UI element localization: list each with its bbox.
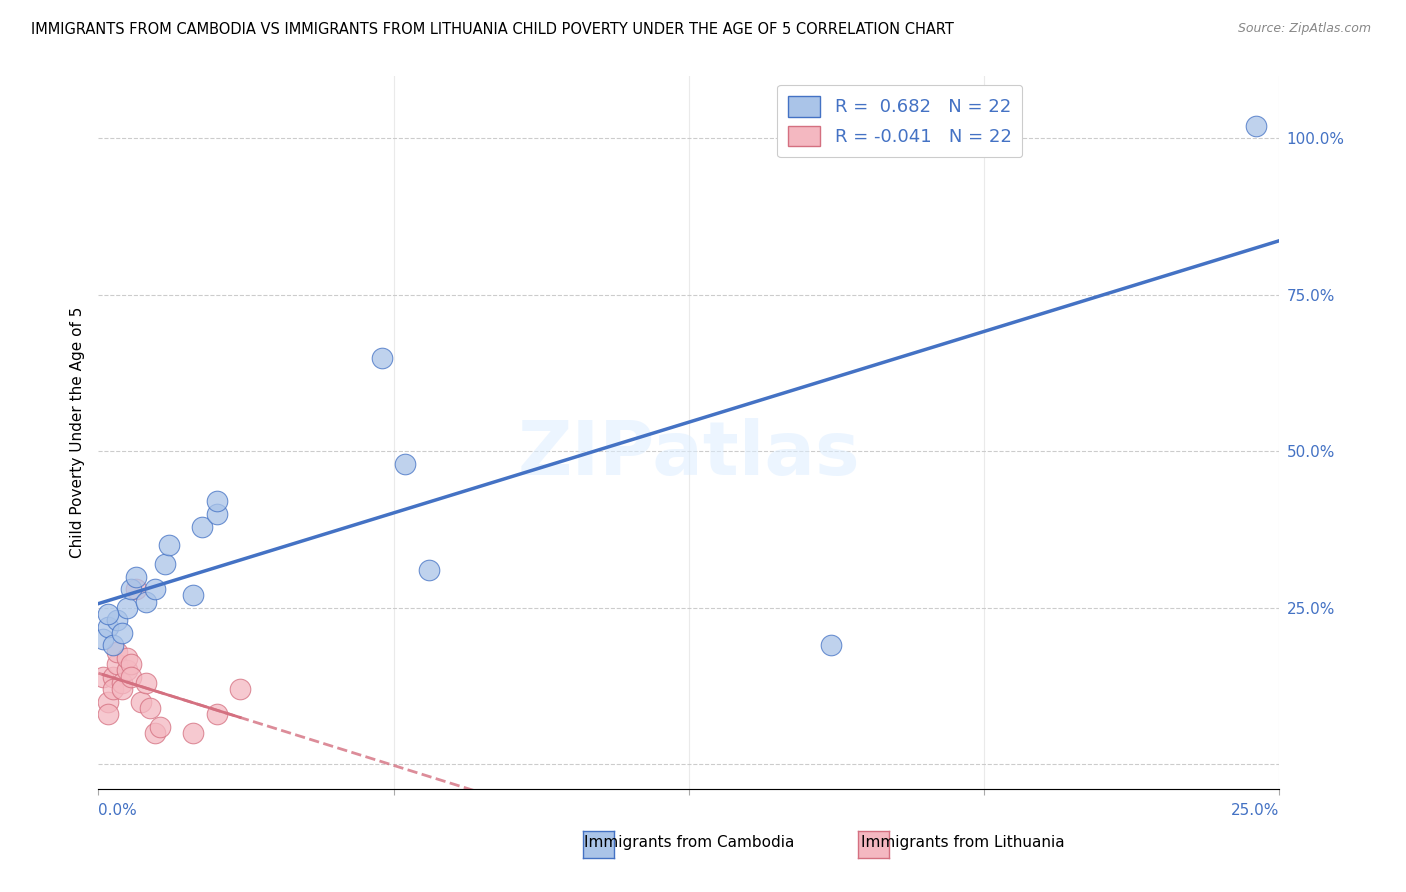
Point [115, 664, 138, 678]
Point [157, 538, 180, 552]
Point [121, 657, 143, 672]
Point [111, 676, 134, 690]
Point [394, 457, 416, 471]
Point [97, 707, 120, 722]
Point [205, 707, 228, 722]
Point [91, 670, 114, 684]
Point [153, 557, 176, 571]
Point [97, 620, 120, 634]
Point [181, 726, 204, 740]
Point [121, 670, 143, 684]
Point [820, 639, 842, 653]
Point [97, 695, 120, 709]
Text: IMMIGRANTS FROM CAMBODIA VS IMMIGRANTS FROM LITHUANIA CHILD POVERTY UNDER THE AG: IMMIGRANTS FROM CAMBODIA VS IMMIGRANTS F… [31, 22, 953, 37]
Point [1244, 119, 1267, 133]
Point [205, 507, 228, 521]
Point [125, 569, 148, 583]
Point [105, 645, 128, 659]
Text: Immigrants from Lithuania: Immigrants from Lithuania [862, 836, 1064, 850]
Point [149, 720, 172, 734]
Point [135, 594, 157, 608]
Point [229, 682, 252, 697]
Point [115, 600, 138, 615]
Legend: R =  0.682   N = 22, R = -0.041   N = 22: R = 0.682 N = 22, R = -0.041 N = 22 [778, 85, 1022, 157]
Text: 25.0%: 25.0% [1232, 804, 1279, 818]
Point [121, 582, 143, 596]
Point [129, 695, 152, 709]
Text: ZIPatlas: ZIPatlas [517, 417, 860, 491]
Y-axis label: Child Poverty Under the Age of 5: Child Poverty Under the Age of 5 [69, 307, 84, 558]
Point [371, 351, 394, 365]
Point [143, 726, 166, 740]
Point [143, 582, 166, 596]
Point [101, 682, 124, 697]
Point [91, 632, 114, 647]
Point [205, 494, 228, 508]
Point [418, 563, 440, 577]
Point [111, 682, 134, 697]
Point [139, 701, 162, 715]
Point [105, 657, 128, 672]
Point [191, 519, 214, 533]
Point [101, 670, 124, 684]
Point [135, 676, 157, 690]
Text: 0.0%: 0.0% [98, 804, 138, 818]
Point [115, 651, 138, 665]
Point [181, 588, 204, 602]
Text: Immigrants from Cambodia: Immigrants from Cambodia [583, 836, 794, 850]
Point [111, 626, 134, 640]
Text: Source: ZipAtlas.com: Source: ZipAtlas.com [1237, 22, 1371, 36]
Point [105, 614, 128, 628]
Point [97, 607, 120, 622]
Point [101, 639, 124, 653]
Point [125, 582, 148, 596]
